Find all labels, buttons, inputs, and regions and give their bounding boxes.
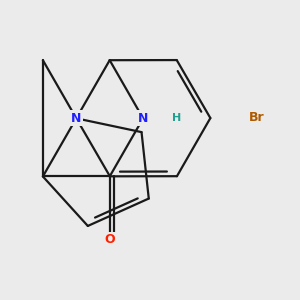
Text: O: O (104, 233, 115, 246)
Text: H: H (172, 113, 181, 123)
Text: N: N (138, 112, 148, 125)
Text: Br: Br (249, 112, 265, 124)
Text: N: N (71, 112, 82, 125)
